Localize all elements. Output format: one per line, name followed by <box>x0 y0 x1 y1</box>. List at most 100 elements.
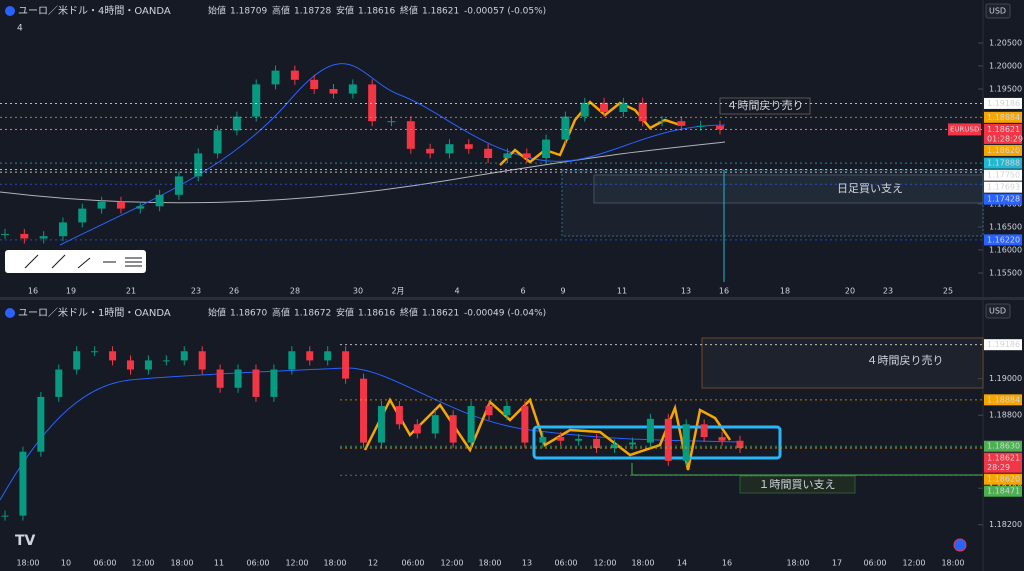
y-tick-label: 1.18800 <box>989 411 1022 420</box>
event-icon[interactable] <box>953 538 967 552</box>
x-tick-label: 9 <box>560 287 565 296</box>
toolbar-icons <box>24 254 142 269</box>
candle <box>126 360 134 370</box>
x-tick-label: 21 <box>126 287 136 296</box>
drawing-toolbar[interactable] <box>5 250 146 273</box>
candle <box>73 351 81 370</box>
price-badge-label: 1.17693 <box>987 183 1020 192</box>
x-tick-label: 2月 <box>391 287 404 296</box>
candle <box>413 424 421 434</box>
separator <box>0 297 1024 300</box>
x-tick-label: 17 <box>832 559 842 568</box>
symbol-tag <box>948 123 981 136</box>
price-badge-label: 1.16220 <box>987 235 1020 244</box>
candle <box>234 369 242 388</box>
symbol: ユーロ／米ドル・1時間・OANDA <box>18 306 171 319</box>
candle <box>521 406 529 443</box>
price-badge-label: 1.18471 <box>987 487 1020 496</box>
candle <box>677 121 686 126</box>
x-tick-label: 18:00 <box>170 559 193 568</box>
price-badge <box>984 157 1022 169</box>
change: -0.00057 (-0.05%) <box>464 7 546 17</box>
x-tick-label: 20 <box>845 287 855 296</box>
annotation: １時間買い支え <box>759 478 836 491</box>
candle <box>20 233 29 239</box>
price-badge-countdown: 01:28:29 <box>987 134 1023 143</box>
candle <box>628 442 636 445</box>
candle <box>575 438 583 441</box>
moving-average <box>0 141 726 204</box>
y-tick-label: 1.18200 <box>989 520 1022 529</box>
ohlc-name: 終値 <box>400 5 418 17</box>
x-tick-label: 25 <box>943 287 953 296</box>
x-tick-label: 11 <box>214 559 224 568</box>
candle <box>485 406 493 416</box>
x-tick-label: 12:00 <box>902 559 925 568</box>
price-badge-label: 1.18621 <box>987 125 1020 134</box>
ohlc-value: 1.18616 <box>358 309 395 319</box>
candle <box>252 84 261 117</box>
candle <box>174 176 183 195</box>
change: -0.00049 (-0.04%) <box>464 309 546 319</box>
candle <box>503 153 512 158</box>
price-badge <box>984 111 1022 123</box>
moving-average <box>59 63 726 246</box>
x-tick-label: 12 <box>368 559 378 568</box>
candle <box>360 378 368 443</box>
candle <box>19 451 27 516</box>
x-tick-label: 12:00 <box>593 559 616 568</box>
candle <box>39 236 48 239</box>
logo: TV <box>15 533 36 549</box>
candle <box>406 121 415 149</box>
candle <box>216 369 224 388</box>
y-tick-label: 1.20000 <box>989 62 1022 71</box>
candle <box>557 437 565 441</box>
candle <box>180 351 188 361</box>
candle <box>116 201 125 209</box>
x-tick-label: 30 <box>353 287 363 296</box>
candle <box>395 406 403 425</box>
price-badge <box>984 234 1022 246</box>
candle <box>467 406 475 443</box>
candle <box>232 116 241 131</box>
ohlc-name: 高値 <box>272 307 290 319</box>
candle <box>109 351 117 361</box>
x-tick-label: 18:00 <box>16 559 39 568</box>
ohlc-name: 高値 <box>272 5 290 17</box>
candle <box>306 351 314 361</box>
ohlc-value: 1.18616 <box>358 7 395 17</box>
price-badge <box>984 473 1022 485</box>
ohlc-name: 安値 <box>336 307 354 319</box>
price-badge <box>984 440 1022 452</box>
x-tick-label: 06:00 <box>93 559 116 568</box>
price-badge-label: 1.19186 <box>987 99 1020 108</box>
price-badge-countdown: 28:29 <box>987 463 1010 472</box>
candle <box>522 153 531 158</box>
y-tick-label: 1.19000 <box>989 374 1022 383</box>
candle <box>619 102 628 112</box>
y-tick-label: 1.15500 <box>989 269 1022 278</box>
price-badge <box>984 123 1022 144</box>
ohlc-value: 1.18621 <box>422 309 459 319</box>
note-box <box>719 97 811 115</box>
candle <box>431 415 439 434</box>
candle <box>155 194 164 207</box>
candle <box>270 369 278 397</box>
ohlc-value: 1.18670 <box>230 309 267 319</box>
ohlc-name: 始値 <box>208 5 226 17</box>
candle <box>426 148 435 154</box>
price-badge <box>984 485 1022 497</box>
x-tick-label: 06:00 <box>401 559 424 568</box>
candle <box>539 437 547 443</box>
price-badge <box>984 394 1022 406</box>
price-badge-label: 1.18884 <box>987 113 1020 122</box>
x-tick-label: 06:00 <box>246 559 269 568</box>
x-tick-label: 14 <box>677 559 687 568</box>
symbol-icon <box>5 6 15 16</box>
candle <box>593 438 601 449</box>
note-box <box>739 475 856 494</box>
y-tick-label: 1.19500 <box>989 85 1022 94</box>
candle <box>271 70 280 85</box>
